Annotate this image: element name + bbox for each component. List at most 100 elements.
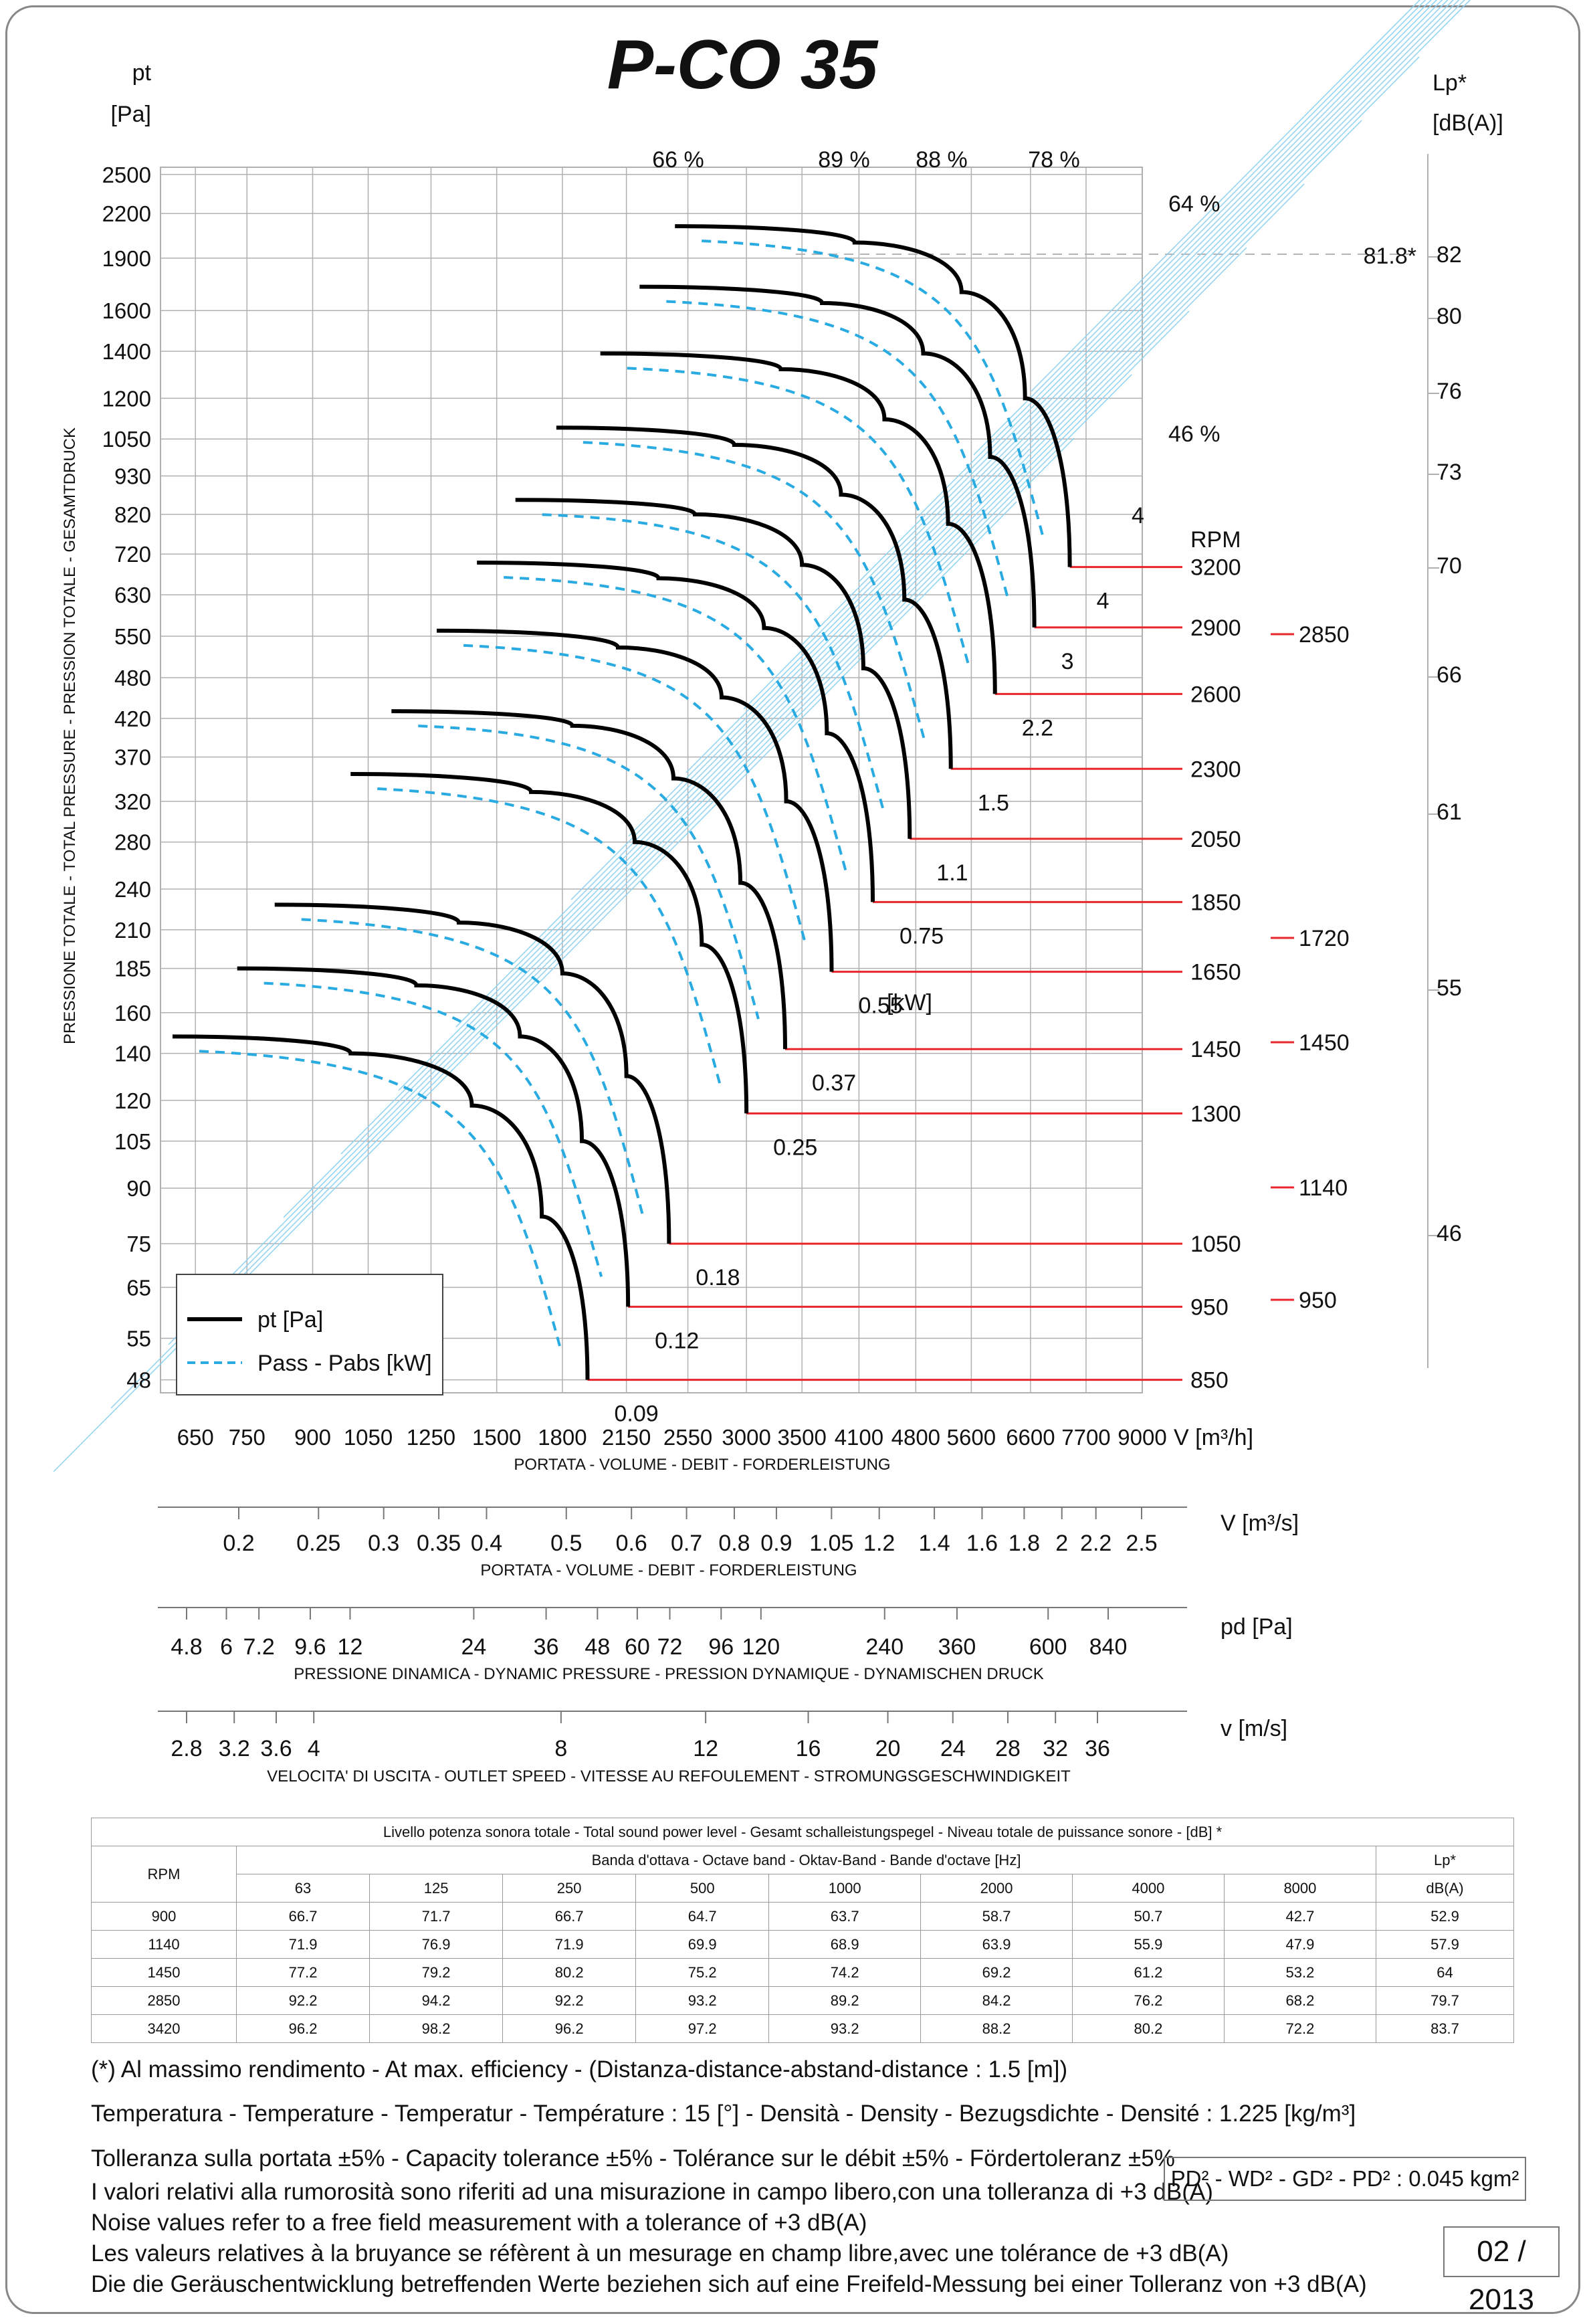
db-tick-label: 70 bbox=[1437, 553, 1462, 579]
x-tick-label: 900 bbox=[294, 1425, 331, 1450]
band-value-cell: 69.2 bbox=[920, 1958, 1073, 1987]
rpm-label: 2900 bbox=[1190, 615, 1241, 641]
power-unit: [kW] bbox=[887, 990, 932, 1015]
y-tick-label: 550 bbox=[114, 624, 151, 649]
band-value-cell: 50.7 bbox=[1071, 1902, 1225, 1931]
power-label-4: 4 bbox=[1132, 503, 1144, 528]
efficiency-label: 78 % bbox=[1028, 147, 1080, 173]
band-value-cell: 76.2 bbox=[1071, 1986, 1225, 2015]
outlet-speed-tick-label: 32 bbox=[1043, 1736, 1068, 1761]
flow-m3s-tick-label: 2 bbox=[1055, 1531, 1068, 1556]
power-curve-dashed bbox=[418, 724, 760, 1020]
noise-rpm-label: 1720 bbox=[1299, 926, 1350, 951]
y-tick-label: 160 bbox=[114, 1001, 151, 1026]
efficiency-line bbox=[570, 0, 1465, 900]
table-row: 1450 77.2 79.2 80.2 75.2 74.2 69.2 61.2 53.2 64 bbox=[91, 1958, 1514, 1987]
fan-curve-1300 bbox=[350, 772, 749, 1114]
note-conditions: Temperatura - Temperature - Temperatur -… bbox=[91, 2101, 1356, 2127]
y-tick-label: 720 bbox=[114, 542, 151, 567]
y-tick-label: 140 bbox=[114, 1042, 151, 1066]
rpm-label: 1650 bbox=[1190, 960, 1241, 985]
rpm-label: 2300 bbox=[1190, 757, 1241, 782]
y-tick-label: 1600 bbox=[102, 298, 151, 323]
dynamic-pressure-title: PRESSIONE DINAMICA - DYNAMIC PRESSURE - … bbox=[294, 1665, 1043, 1683]
lp-unit-header: dB(A) bbox=[1376, 1874, 1514, 1903]
band-value-cell: 42.7 bbox=[1223, 1902, 1377, 1931]
noise-rpm-label: 1140 bbox=[1299, 1175, 1348, 1201]
flow-m3s-tick-label: 1.4 bbox=[918, 1531, 950, 1556]
y-tick-label: 48 bbox=[126, 1368, 151, 1393]
outlet-speed-title: VELOCITA' DI USCITA - OUTLET SPEED - VIT… bbox=[267, 1767, 1071, 1785]
sound-power-table: Livello potenza sonora totale - Total so… bbox=[91, 1818, 1514, 2043]
dynamic-pressure-tick-label: 72 bbox=[657, 1634, 683, 1660]
band-header-250: 250 bbox=[502, 1874, 637, 1903]
outlet-speed-tick-label: 16 bbox=[796, 1736, 821, 1761]
y-tick-label: 820 bbox=[114, 502, 151, 527]
rpm-label: 1300 bbox=[1190, 1101, 1241, 1127]
y-tick-label: 210 bbox=[114, 918, 151, 943]
y-tick-label: 1050 bbox=[102, 427, 151, 452]
y-tick-label: 420 bbox=[114, 706, 151, 731]
dynamic-pressure-tick-label: 240 bbox=[865, 1634, 904, 1660]
outlet-speed-tick-label: 36 bbox=[1085, 1736, 1110, 1761]
fan-curve-3200 bbox=[675, 224, 1072, 567]
datasheet-border bbox=[5, 5, 1580, 2314]
y-tick-label: 65 bbox=[126, 1275, 151, 1300]
y-tick-label: 185 bbox=[114, 957, 151, 981]
flow-m3s-tick-label: 1.05 bbox=[809, 1531, 853, 1556]
outlet-speed-tick-label: 24 bbox=[940, 1736, 966, 1761]
band-value-cell: 71.9 bbox=[235, 1930, 371, 1959]
revision-date: 02 / 2013 bbox=[1443, 2226, 1560, 2316]
dynamic-pressure-tick-label: 120 bbox=[742, 1634, 780, 1660]
x-tick-label: 3000 bbox=[722, 1425, 770, 1450]
x-tick-label: 750 bbox=[229, 1425, 266, 1450]
x-tick-label: 1250 bbox=[407, 1425, 455, 1450]
efficiency-line bbox=[513, 0, 1471, 964]
rpm-header: RPM bbox=[1190, 527, 1241, 553]
power-curve-dashed bbox=[702, 239, 1045, 538]
band-value-cell: 68.9 bbox=[768, 1930, 922, 1959]
power-label: 1.5 bbox=[978, 790, 1009, 815]
outlet-speed-unit: v [m/s] bbox=[1221, 1716, 1287, 1741]
dynamic-pressure-tick-label: 12 bbox=[338, 1634, 363, 1660]
band-value-cell: 93.2 bbox=[635, 1986, 770, 2015]
band-value-cell: 75.2 bbox=[635, 1958, 770, 1987]
flow-m3s-tick-label: 1.2 bbox=[863, 1531, 895, 1556]
dynamic-pressure-tick-label: 840 bbox=[1089, 1634, 1128, 1660]
power-curve-dashed bbox=[583, 441, 926, 739]
flow-m3s-tick-label: 0.25 bbox=[296, 1531, 340, 1556]
efficiency-line bbox=[916, 0, 1432, 519]
band-value-cell: 79.2 bbox=[369, 1958, 504, 1987]
power-curve-dashed bbox=[666, 300, 1009, 598]
dynamic-pressure-tick-label: 96 bbox=[708, 1634, 734, 1660]
efficiency-label: 89 % bbox=[818, 147, 870, 173]
db-tick-label: 73 bbox=[1437, 460, 1462, 485]
band-value-cell: 69.9 bbox=[635, 1930, 770, 1959]
dynamic-pressure-tick-label: 6 bbox=[220, 1634, 233, 1660]
rpm-label: 1850 bbox=[1190, 890, 1241, 915]
db-unit-line1: Lp* bbox=[1433, 70, 1467, 96]
efficiency-label: 88 % bbox=[916, 147, 968, 173]
note-tolerance: Tolleranza sulla portata ±5% - Capacity … bbox=[91, 2145, 1175, 2171]
band-header-2000: 2000 bbox=[920, 1874, 1073, 1903]
band-value-cell: 96.2 bbox=[235, 2014, 371, 2043]
band-value-cell: 97.2 bbox=[635, 2014, 770, 2043]
lp-cell: 64 bbox=[1376, 1958, 1514, 1987]
band-value-cell: 53.2 bbox=[1223, 1958, 1377, 1987]
note-noise-en: Noise values refer to a free field measu… bbox=[91, 2210, 867, 2236]
x-tick-label: 6600 bbox=[1006, 1425, 1055, 1450]
band-header-63: 63 bbox=[235, 1874, 371, 1903]
note-noise-de: Die die Geräuschentwicklung betreffenden… bbox=[91, 2271, 1367, 2297]
legend-pt-label: pt [Pa] bbox=[257, 1307, 323, 1333]
dynamic-pressure-tick-label: 24 bbox=[461, 1634, 486, 1660]
outlet-speed-tick-label: 4 bbox=[308, 1736, 320, 1761]
rpm-column-header: RPM bbox=[91, 1846, 237, 1903]
power-label: 0.18 bbox=[696, 1265, 740, 1290]
flow-m3s-tick-label: 1.8 bbox=[1009, 1531, 1040, 1556]
lp-cell: 52.9 bbox=[1376, 1902, 1514, 1931]
fan-curve-2050 bbox=[515, 498, 912, 839]
band-value-cell: 55.9 bbox=[1071, 1930, 1225, 1959]
power-curve-dashed bbox=[627, 367, 970, 664]
db-tick-label: 76 bbox=[1437, 379, 1462, 404]
rpm-label: 2600 bbox=[1190, 682, 1241, 707]
